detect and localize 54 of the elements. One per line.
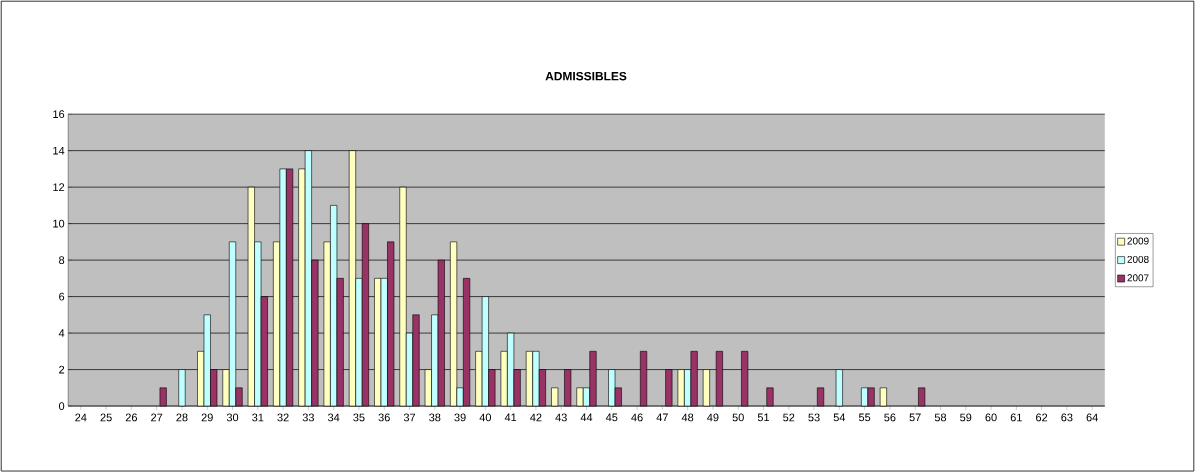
y-tick-label: 16 <box>53 110 65 118</box>
x-tick-label: 43 <box>555 413 567 422</box>
x-tick-label: 34 <box>327 413 340 422</box>
x-tick-label: 39 <box>454 413 466 422</box>
x-tick-label: 33 <box>302 413 314 422</box>
x-tick-label: 38 <box>429 413 441 422</box>
x-tick-label: 64 <box>1086 413 1098 422</box>
x-tick-label: 46 <box>631 413 643 422</box>
y-tick-label: 4 <box>58 329 65 337</box>
x-tick-label: 32 <box>277 413 289 422</box>
x-tick-label: 29 <box>201 413 213 422</box>
x-tick-label: 27 <box>151 413 163 422</box>
x-tick-label: 52 <box>783 413 795 422</box>
x-tick-label: 31 <box>252 413 264 422</box>
x-tick-label: 63 <box>1061 413 1073 422</box>
legend-label: 2008 <box>1127 255 1149 263</box>
legend-label: 2009 <box>1127 237 1149 245</box>
x-tick-label: 62 <box>1036 413 1048 422</box>
x-tick-label: 36 <box>378 413 390 422</box>
x-tick-label: 49 <box>707 413 719 422</box>
x-tick-label: 24 <box>75 413 87 422</box>
x-tick-label: 60 <box>985 413 997 422</box>
chart-title: ADMISSIBLES <box>545 71 627 81</box>
y-tick-label: 6 <box>59 292 65 301</box>
y-tick-label: 10 <box>53 219 65 228</box>
x-tick-label: 41 <box>504 413 517 421</box>
x-tick-label: 51 <box>757 413 770 422</box>
x-tick-label: 61 <box>1010 413 1022 422</box>
x-tick-label: 40 <box>479 413 492 422</box>
x-tick-label: 59 <box>960 413 972 422</box>
x-tick-label: 37 <box>403 413 416 422</box>
x-tick-label: 45 <box>605 413 618 422</box>
y-tick-label: 12 <box>53 183 65 191</box>
x-tick-label: 56 <box>884 413 896 422</box>
y-tick-label: 2 <box>59 365 65 374</box>
x-tick-label: 47 <box>656 413 668 421</box>
y-tick-label: 0 <box>58 402 65 410</box>
x-tick-label: 28 <box>176 413 188 422</box>
x-tick-label: 30 <box>226 413 239 422</box>
y-tick-label: 8 <box>59 256 65 264</box>
x-tick-label: 50 <box>732 413 744 422</box>
x-tick-label: 44 <box>580 413 593 421</box>
y-tick-label: 14 <box>53 146 65 155</box>
x-tick-label: 35 <box>353 413 365 422</box>
x-tick-label: 53 <box>808 413 820 422</box>
x-tick-label: 26 <box>125 413 137 422</box>
x-tick-label: 54 <box>833 413 846 422</box>
x-tick-label: 42 <box>530 413 542 422</box>
x-tick-label: 48 <box>681 413 694 422</box>
legend-label: 2007 <box>1127 274 1149 282</box>
x-tick-label: 25 <box>100 413 112 422</box>
x-tick-label: 57 <box>909 413 921 422</box>
x-tick-label: 55 <box>858 413 871 422</box>
x-tick-label: 58 <box>934 413 947 422</box>
